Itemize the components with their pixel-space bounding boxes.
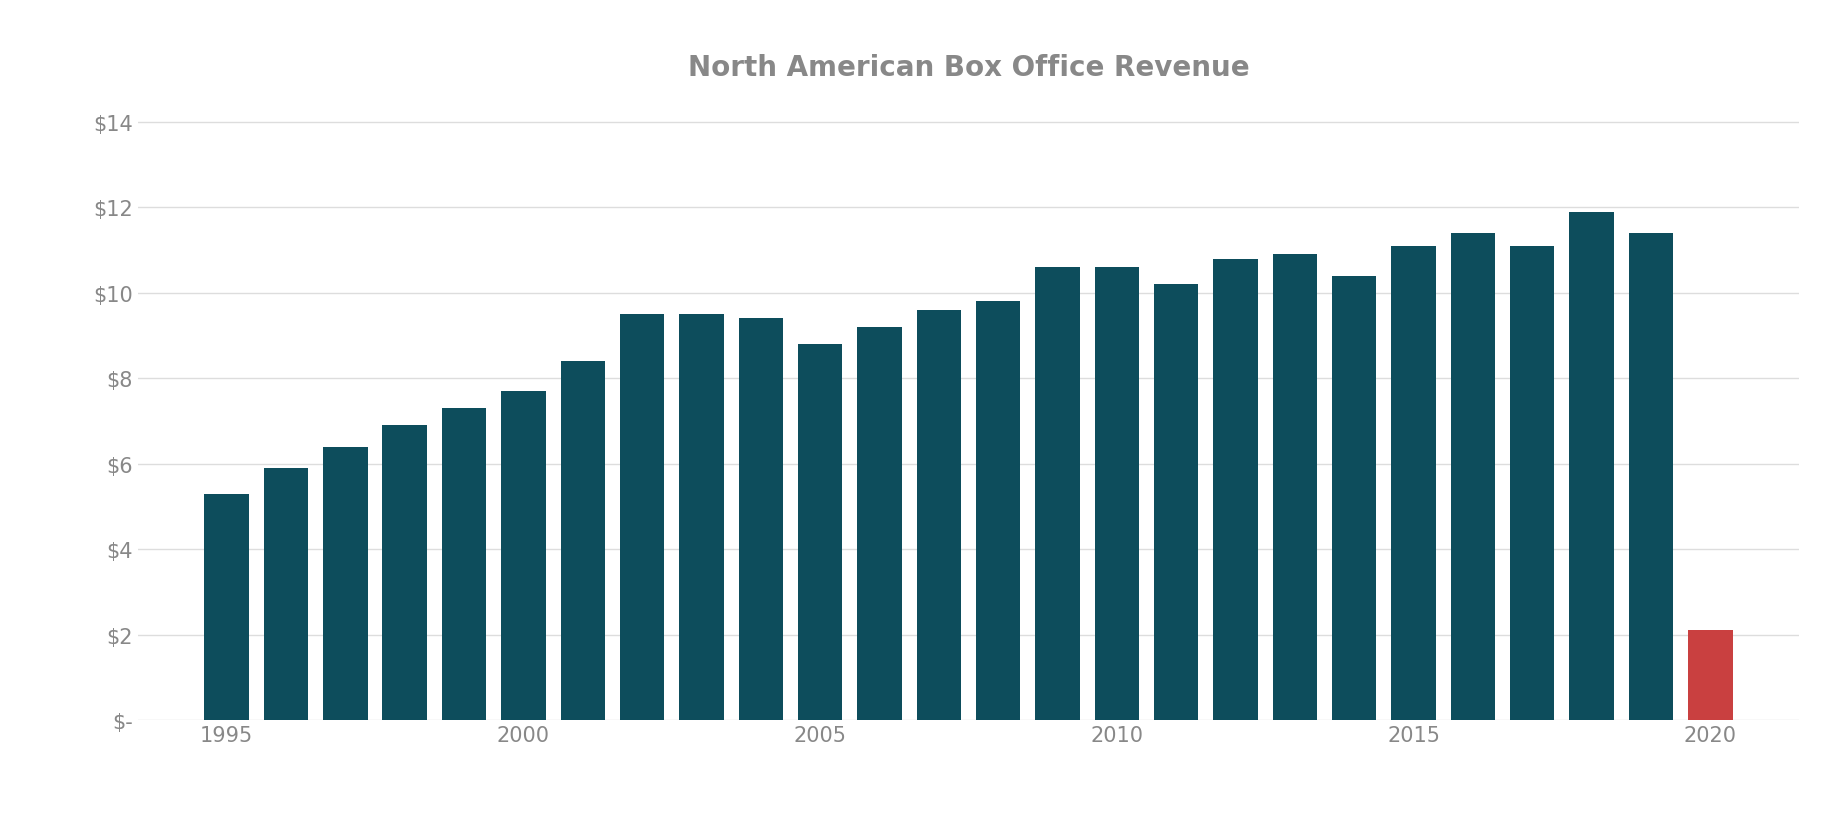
Bar — [621, 314, 665, 721]
Bar — [1036, 268, 1080, 721]
Bar — [1155, 285, 1199, 721]
Bar — [1509, 247, 1555, 721]
Bar — [1392, 247, 1436, 721]
Bar — [204, 494, 250, 721]
Bar — [1094, 268, 1138, 721]
Bar — [1687, 631, 1733, 721]
Bar — [799, 345, 843, 721]
Bar — [501, 391, 545, 721]
Bar — [382, 426, 428, 721]
Bar — [977, 302, 1021, 721]
Text: Figure 1: North American Box Office Revenue (billions): Figure 1: North American Box Office Reve… — [40, 25, 1170, 60]
Bar — [442, 409, 487, 721]
Bar — [857, 328, 901, 721]
Bar — [1272, 255, 1316, 721]
Bar — [679, 314, 723, 721]
Bar — [1629, 233, 1673, 721]
Bar — [1450, 233, 1495, 721]
Bar — [1331, 276, 1377, 721]
Bar — [916, 310, 960, 721]
Bar — [264, 468, 308, 721]
Bar — [1570, 212, 1614, 721]
Bar — [1214, 260, 1258, 721]
Title: North American Box Office Revenue: North American Box Office Revenue — [688, 54, 1248, 82]
Bar — [560, 362, 606, 721]
Bar — [738, 319, 782, 721]
Bar — [323, 447, 367, 721]
